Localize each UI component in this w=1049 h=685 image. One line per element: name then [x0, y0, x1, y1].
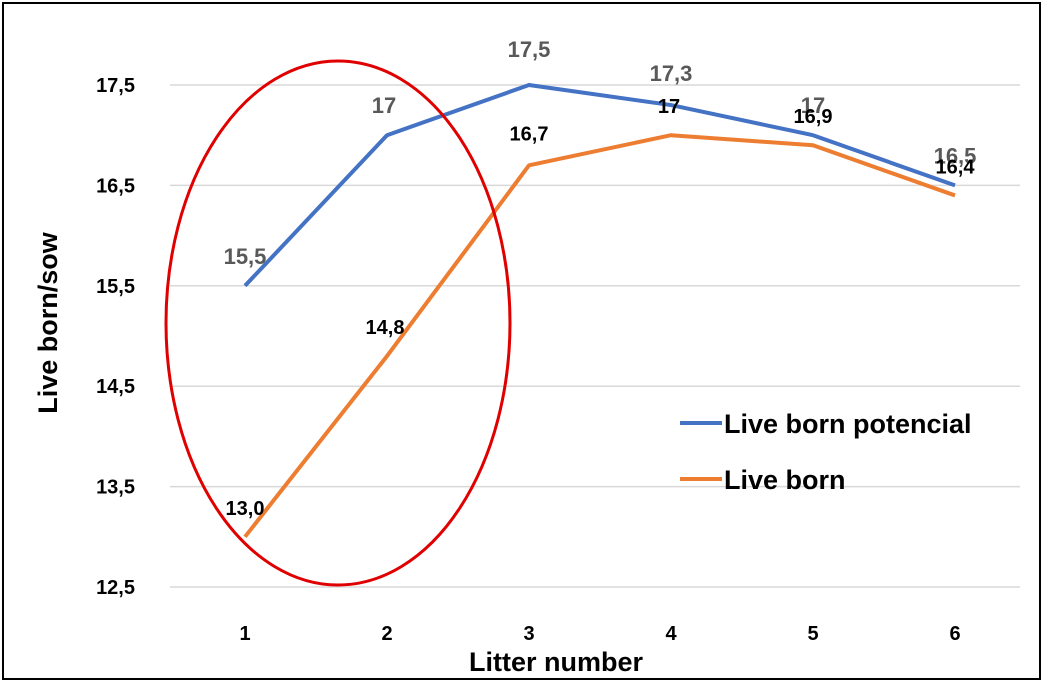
x-axis-title: Litter number [469, 647, 644, 677]
legend-label: Live born potencial [724, 409, 972, 439]
data-label-live-born: 14,8 [366, 317, 405, 339]
y-tick-label: 17,5 [96, 75, 135, 97]
x-tick-label: 2 [381, 623, 392, 645]
data-label-live-born-potencial: 17,5 [508, 37, 551, 62]
highlight-ellipse [164, 59, 512, 587]
data-label-live-born-potencial: 15,5 [224, 244, 267, 269]
legend: Live born potencial Live born [680, 409, 972, 495]
data-label-live-born-potencial: 17,3 [650, 61, 693, 86]
y-tick-label: 13,5 [96, 477, 135, 499]
y-tick-label: 12,5 [96, 577, 135, 599]
x-tick-label: 4 [665, 623, 677, 645]
y-axis-ticks: 12,5 13,5 14,5 15,5 16,5 17,5 [96, 75, 135, 599]
series-lines [243, 83, 956, 539]
data-label-live-born: 16,4 [936, 156, 976, 178]
annotation [164, 59, 512, 587]
x-tick-label: 6 [949, 623, 960, 645]
x-tick-label: 5 [807, 623, 818, 645]
data-label-live-born: 16,9 [794, 106, 833, 128]
data-label-live-born: 16,7 [510, 123, 549, 145]
y-tick-label: 14,5 [96, 376, 135, 398]
y-axis-title: Live born/sow [33, 231, 63, 414]
data-label-live-born-potencial: 17 [801, 93, 825, 118]
x-axis-ticks: 1 2 3 4 5 6 [239, 623, 960, 645]
x-tick-label: 1 [239, 623, 250, 645]
series-line-live-born [243, 133, 956, 539]
data-label-live-born: 17 [658, 96, 680, 118]
y-tick-label: 16,5 [96, 175, 135, 197]
series-line-live-born-potencial [243, 83, 956, 288]
y-tick-label: 15,5 [96, 276, 135, 298]
gridlines [170, 84, 1020, 588]
legend-label: Live born [724, 465, 846, 495]
data-label-live-born: 13,0 [226, 498, 265, 520]
data-label-live-born-potencial: 17 [372, 93, 396, 118]
x-tick-label: 3 [523, 623, 534, 645]
data-label-live-born-potencial: 16,5 [934, 143, 977, 168]
